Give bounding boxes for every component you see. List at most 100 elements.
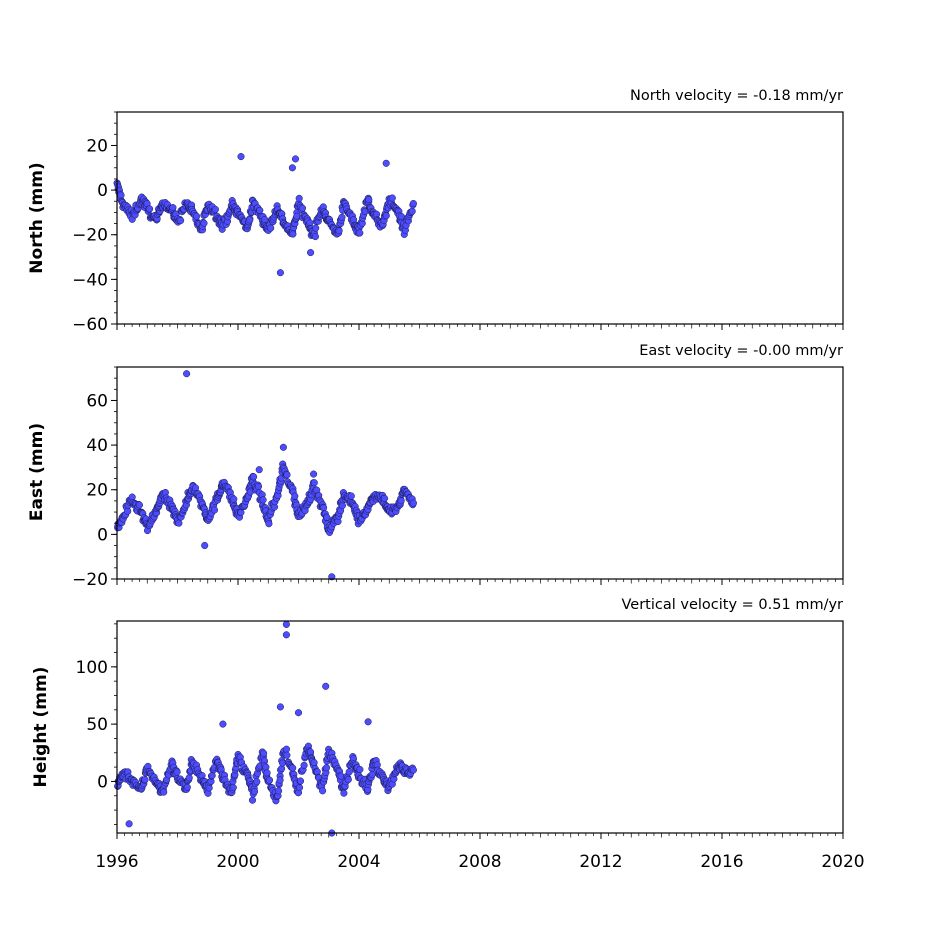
height-data-point [185,774,193,782]
north-y-axis: 20 0 −20 −40 −60 [72,111,117,335]
east-data-point [320,504,328,512]
height-data-point [282,745,291,753]
east-data-point [283,471,291,479]
north-data-point [261,215,269,224]
east-data-point [338,502,346,510]
north-outlier-point [307,249,315,257]
north-data-point [267,224,275,232]
north-data-point [289,230,297,238]
height-data-point [265,776,274,784]
north-outlier-point [382,159,390,167]
height-x-tick-label: 2008 [458,852,501,872]
height-x-tick-label: 2016 [700,852,743,872]
north-y-axis-label: North (mm) [27,162,47,273]
height-data-point [310,759,318,767]
height-y-tick-label: 0 [97,772,108,792]
north-data-point [295,194,303,202]
east-outlier-point [310,470,318,478]
east-data-point [175,519,183,527]
north-data-point [246,216,254,224]
height-x-tick-label: 2020 [821,852,864,872]
height-data-point [306,748,315,756]
height-data-point [300,761,308,769]
height-outlier-point [276,703,284,711]
north-y-tick-label: −60 [72,315,108,335]
east-panel-title: East velocity = -0.00 mm/yr [639,343,843,359]
north-data-point [192,212,201,220]
north-scatter-points [113,153,417,277]
north-outlier-point [276,269,284,277]
height-outlier-point [364,718,372,726]
height-y-axis: 100 50 0 [76,623,117,825]
east-outlier-point [201,541,209,550]
east-x-axis [116,579,844,585]
north-y-tick-label: 0 [97,181,108,201]
north-data-point [365,196,373,204]
height-x-tick-label: 2012 [579,852,622,872]
height-panel-title: Vertical velocity = 0.51 mm/yr [622,597,844,613]
east-data-point [250,473,258,481]
height-data-point [253,778,261,786]
height-data-point [248,796,257,804]
east-data-point [265,520,273,528]
height-data-point [276,776,284,784]
east-data-point [397,497,405,505]
height-outlier-point [282,620,290,628]
height-outlier-point [294,709,303,717]
height-outlier-point [322,682,330,690]
north-data-point [117,191,125,199]
height-scatter-points [114,620,417,837]
height-data-point [283,751,291,759]
height-data-point [344,776,352,784]
east-data-point [291,492,299,500]
north-outlier-point [288,164,296,172]
east-scatter-points [114,370,417,581]
height-data-point [289,764,297,772]
east-y-tick-label: 60 [86,391,108,411]
north-data-point [409,199,417,208]
east-y-tick-label: 40 [86,436,108,456]
north-data-point [356,229,364,237]
height-data-point [229,783,237,792]
north-panel-title: North velocity = -0.18 mm/yr [630,88,843,104]
north-data-point [335,227,343,235]
east-data-point [230,495,238,503]
east-y-tick-label: −20 [72,570,108,590]
height-y-tick-label: 100 [76,658,108,678]
north-data-point [146,205,154,213]
north-y-tick-label: −20 [72,226,108,246]
north-data-point [177,217,185,225]
height-data-point [250,788,259,796]
east-y-tick-label: 0 [97,525,108,545]
north-y-tick-label: 20 [86,136,108,156]
east-data-point [310,479,318,487]
north-data-point [312,224,320,232]
height-data-point [368,770,376,778]
north-data-point [388,194,396,202]
height-data-point [322,764,331,772]
height-data-point [356,765,364,774]
north-panel: North velocity = -0.18 mm/yr North (mm) … [27,88,844,335]
east-outlier-point [279,443,287,451]
north-data-point [408,207,416,215]
east-data-point [347,492,355,500]
north-data-point [338,213,346,221]
north-data-point [298,204,307,212]
height-data-point [173,768,181,776]
north-x-axis [116,324,844,330]
height-data-point [205,784,213,792]
height-x-tick-label: 1996 [95,852,138,872]
height-data-point [275,787,283,795]
east-data-point [135,501,143,509]
east-data-point [210,506,219,514]
height-data-point [183,783,191,791]
east-data-point [259,496,267,504]
height-data-point [160,788,168,796]
height-data-point [141,776,149,784]
height-data-point [296,777,305,785]
height-data-point [345,768,353,776]
east-y-axis-label: East (mm) [27,423,47,521]
north-data-point [211,205,219,213]
north-data-point [311,233,319,241]
east-data-point [409,499,417,507]
